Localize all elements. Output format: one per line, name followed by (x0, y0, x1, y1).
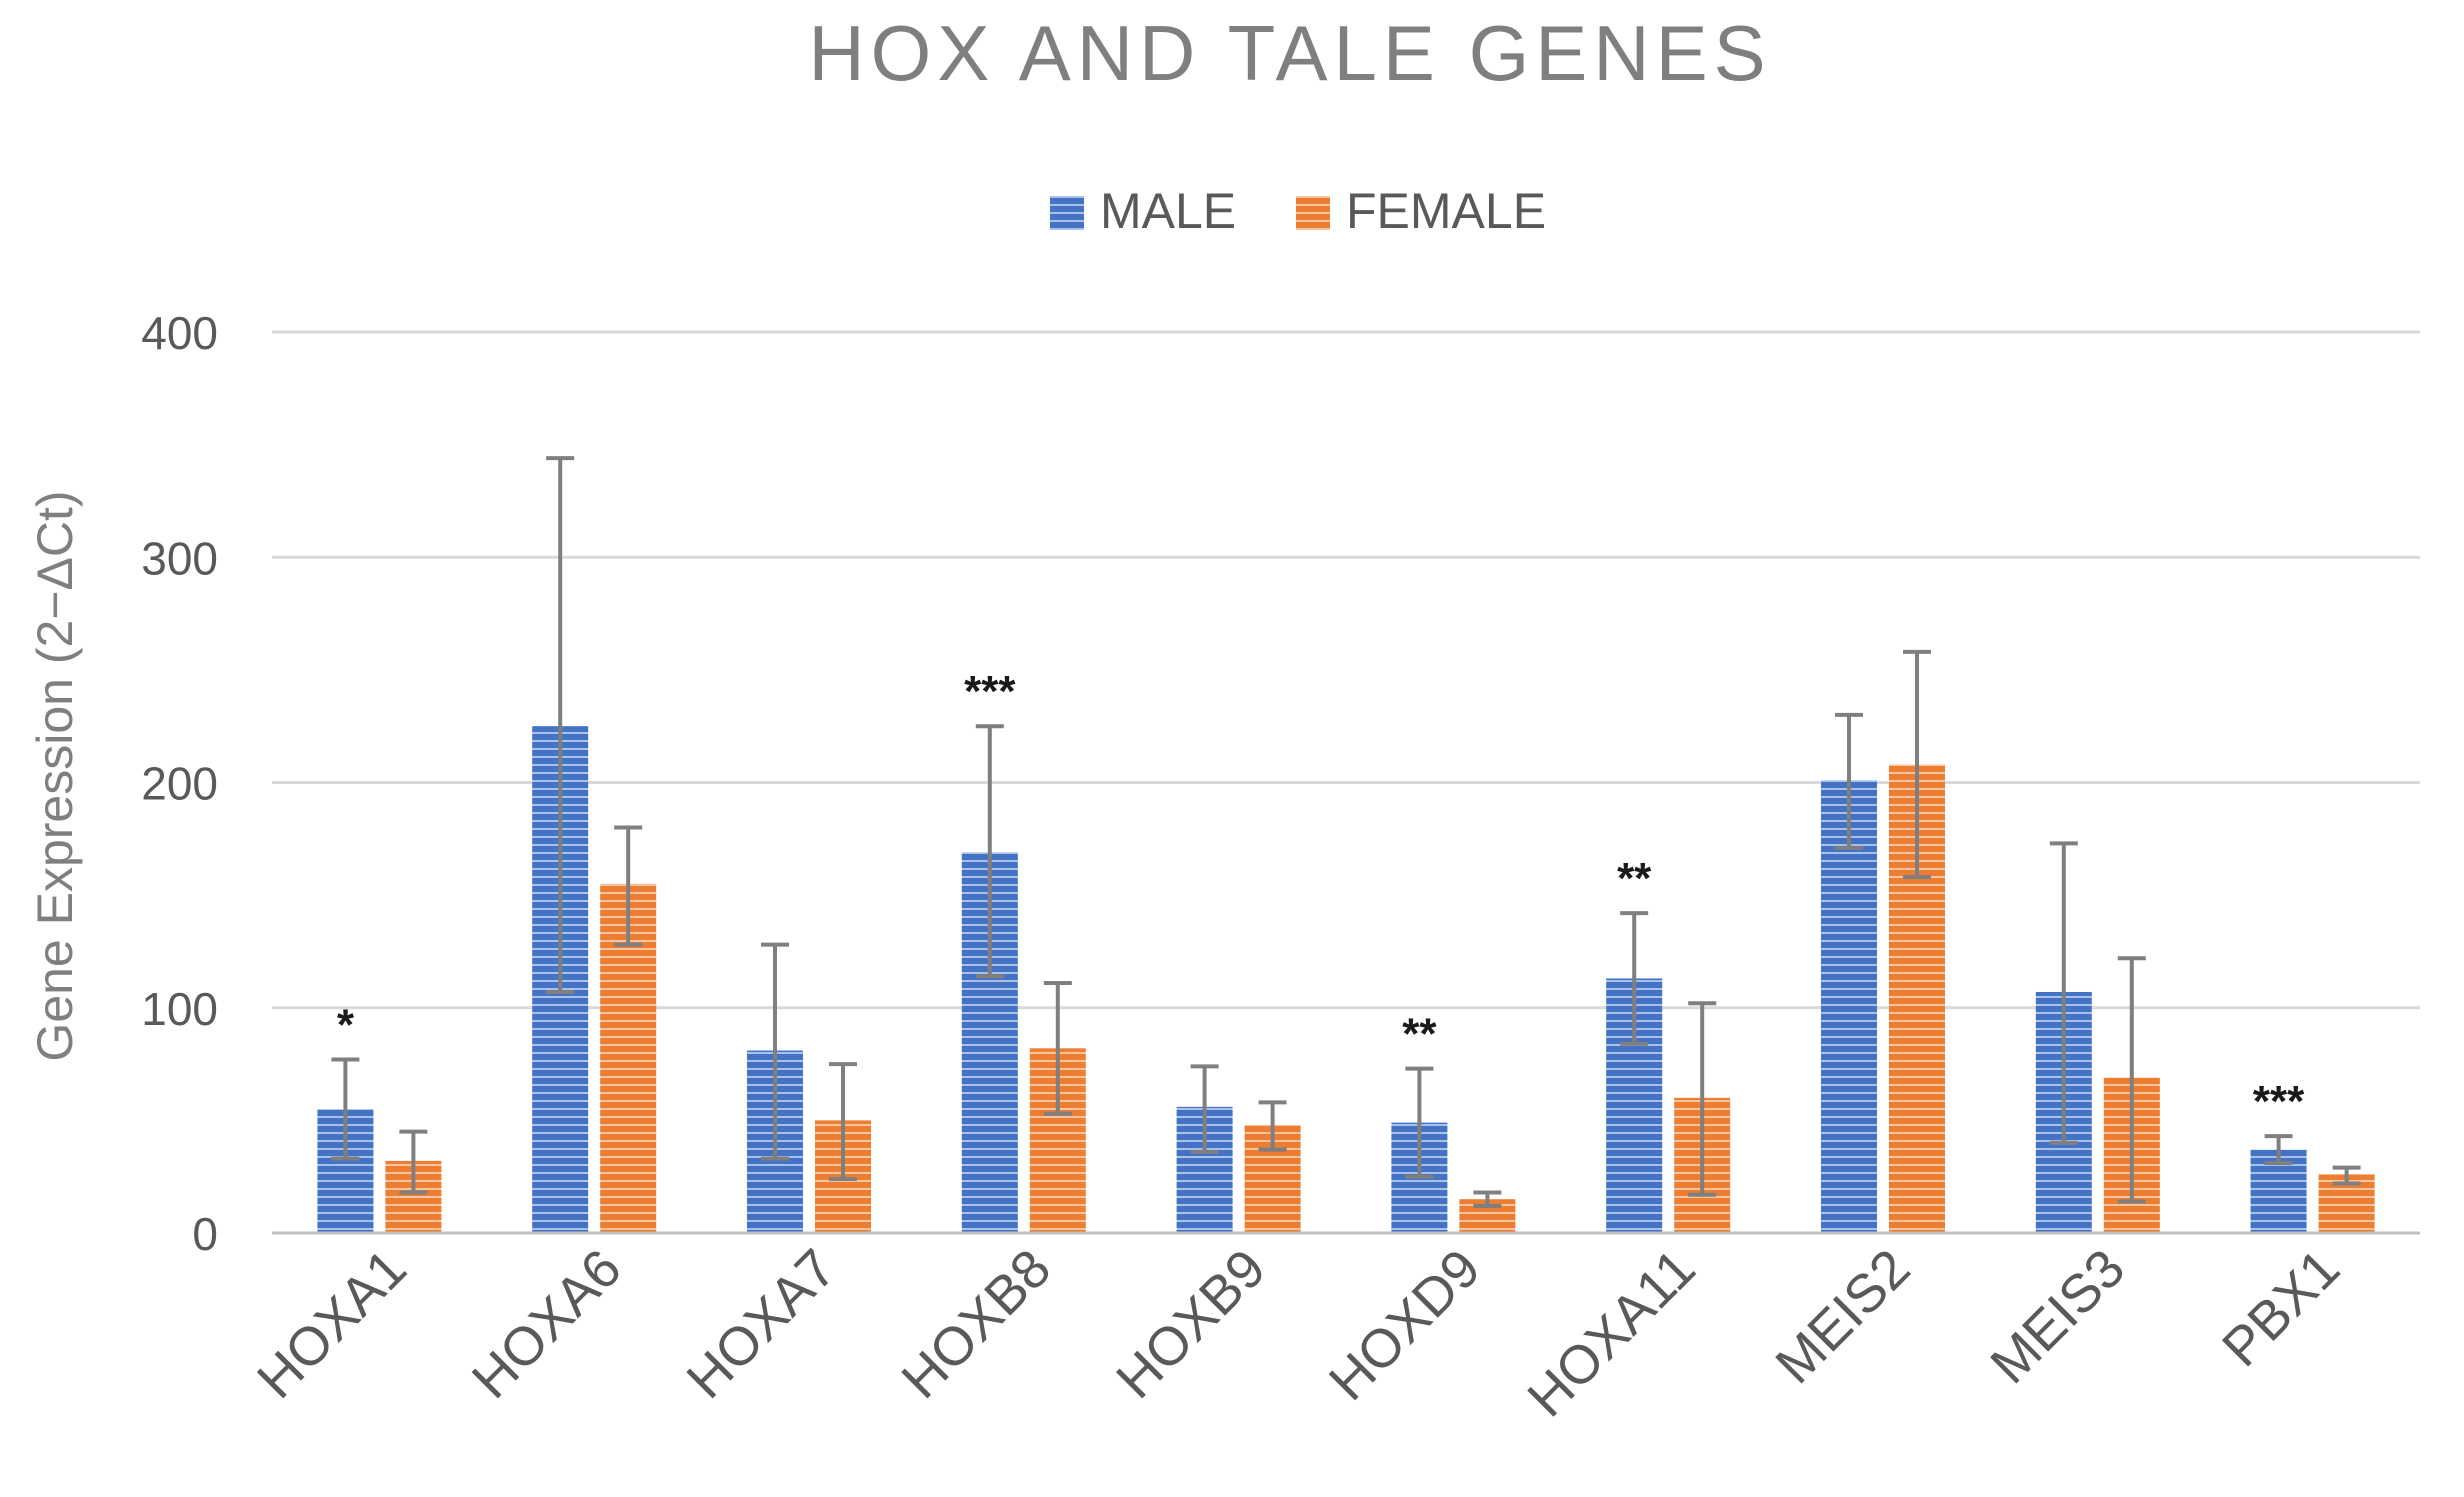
significance-pbx1: *** (2253, 1077, 2305, 1126)
bars (317, 726, 2375, 1233)
y-tick-label: 200 (141, 758, 218, 810)
legend: MALE FEMALE (1050, 183, 1546, 239)
legend-label-female: FEMALE (1346, 183, 1546, 239)
significance-hoxa1: * (337, 1001, 355, 1050)
x-tick-label-meis2: MEIS2 (1764, 1238, 1921, 1395)
x-tick-label-hoxa6: HOXA6 (461, 1238, 633, 1410)
significance-hoxb8: *** (964, 667, 1016, 716)
legend-swatch-female (1296, 196, 1330, 230)
legend-label-male: MALE (1100, 183, 1236, 239)
y-tick-label: 100 (141, 983, 218, 1035)
chart-title: HOX AND TALE GENES (808, 9, 1771, 97)
legend-swatch-male (1050, 196, 1084, 230)
y-axis-ticks: 0 100 200 300 400 (141, 307, 218, 1260)
x-tick-label-hoxa1: HOXA1 (246, 1238, 418, 1410)
y-tick-label: 400 (141, 307, 218, 359)
y-axis-title: Gene Expression (2−ΔCt) (27, 490, 83, 1061)
x-tick-label-hoxb8: HOXB8 (890, 1238, 1062, 1410)
x-tick-label-hoxb9: HOXB9 (1105, 1238, 1277, 1410)
x-tick-label-hoxa11: HOXA11 (1516, 1238, 1706, 1428)
x-tick-label-hoxa7: HOXA7 (676, 1238, 848, 1410)
x-tick-label-hoxd9: HOXD9 (1318, 1238, 1492, 1412)
y-tick-label: 300 (141, 532, 218, 584)
significance-annotations: *********** (337, 667, 2305, 1126)
x-tick-label-meis3: MEIS3 (1979, 1238, 2136, 1395)
y-tick-label: 0 (192, 1208, 218, 1260)
gridlines (272, 330, 2420, 1010)
bar-male-meis2 (1821, 780, 1877, 1233)
x-axis-ticks: HOXA1 HOXA6 HOXA7 HOXB8 HOXB9 HOXD9 HOXA11 MEIS… (246, 1238, 2351, 1428)
x-tick-label-pbx1: PBX1 (2211, 1238, 2351, 1378)
error-bars (331, 456, 2361, 1208)
significance-hoxd9: ** (1402, 1010, 1437, 1059)
significance-hoxa11: ** (1617, 854, 1652, 903)
